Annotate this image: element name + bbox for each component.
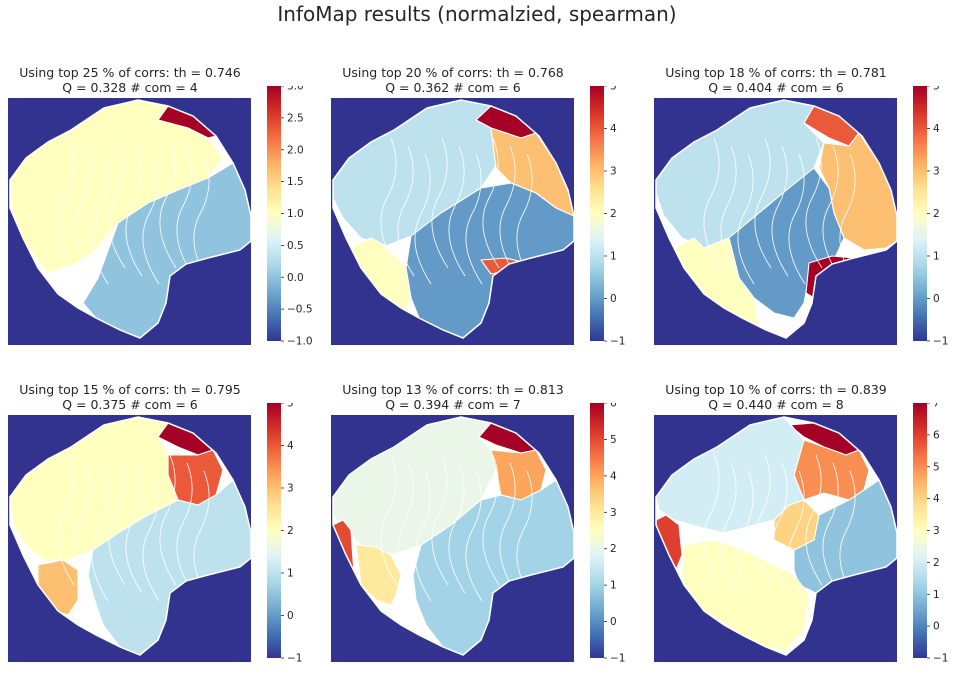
panel-title-line1: Using top 25 % of corrs: th = 0.746 — [19, 65, 241, 80]
panel-title-line1: Using top 18 % of corrs: th = 0.781 — [665, 65, 887, 80]
panel-title: Using top 25 % of corrs: th = 0.746 Q = 0… — [8, 65, 252, 95]
heatmap-panel: 5 4 3 2 1 0 −1 — [331, 86, 625, 348]
panel-title-line2: Q = 0.328 # com = 4 — [62, 80, 198, 95]
parcel-boundaries — [703, 454, 857, 602]
colorbar-tick-label: −1 — [933, 336, 948, 348]
panel-title-line2: Q = 0.362 # com = 6 — [385, 80, 521, 95]
brain-outline — [9, 99, 252, 339]
colorbar-tick-label: 4 — [287, 440, 294, 452]
colorbar-tick-label: 0 — [610, 293, 617, 305]
brain-outline — [9, 416, 252, 656]
heatmap-panel: 5 4 3 2 1 0 −1 — [8, 403, 302, 665]
heatmap-panel: 6 5 4 3 2 1 0 −1 — [331, 403, 625, 665]
colorbar-tick-label: 7 — [933, 403, 940, 410]
parcel-boundaries — [380, 137, 534, 285]
colorbar-tick-label: 2 — [610, 543, 617, 555]
heatmap-panel: 5 4 3 2 1 0 −1 — [654, 86, 948, 348]
colorbar-tick-label: 6 — [610, 403, 617, 410]
colorbar — [913, 86, 927, 341]
colorbar-tick-label: 1 — [610, 580, 617, 592]
colorbar-tick-label: 1.0 — [287, 208, 304, 220]
colorbar-tick-label: −1 — [610, 336, 625, 348]
colorbar-tick-label: 5 — [933, 86, 940, 93]
colorbar-tick-label: 4 — [610, 123, 617, 135]
panel-title-line1: Using top 10 % of corrs: th = 0.839 — [665, 382, 887, 397]
colorbar-tick-label: 3 — [933, 166, 940, 178]
colorbar-tick-label: 4 — [610, 470, 617, 482]
panel-title-line1: Using top 20 % of corrs: th = 0.768 — [342, 65, 564, 80]
colorbar-tick-label: 3 — [610, 507, 617, 519]
colorbar — [913, 403, 927, 658]
colorbar-tick-label: 3 — [933, 525, 940, 537]
colorbar-tick-label: −1 — [610, 653, 625, 665]
parcel-boundaries — [57, 137, 211, 285]
colorbar-tick-label: 2 — [287, 525, 294, 537]
colorbar-tick-label: 1 — [287, 568, 294, 580]
colorbar-tick-label: 3 — [610, 166, 617, 178]
brain-outline — [332, 99, 575, 339]
panel-title-line1: Using top 13 % of corrs: th = 0.813 — [342, 382, 564, 397]
colorbar-tick-label: −0.5 — [287, 304, 313, 316]
colorbar-tick-label: 0.5 — [287, 240, 304, 252]
colorbar-tick-label: 1.5 — [287, 176, 304, 188]
colorbar-tick-label: 1 — [933, 589, 940, 601]
colorbar-tick-label: 5 — [933, 461, 940, 473]
colorbar-tick-label: 2.5 — [287, 112, 304, 124]
colorbar-tick-label: 2 — [933, 208, 940, 220]
colorbar-tick-label: 1 — [610, 251, 617, 263]
panel-title-line2: Q = 0.404 # com = 6 — [708, 80, 844, 95]
colorbar-tick-label: 5 — [610, 86, 617, 93]
colorbar-tick-label: 0 — [287, 610, 294, 622]
colorbar-tick-label: 2.0 — [287, 144, 304, 156]
colorbar-tick-label: 2 — [933, 557, 940, 569]
colorbar — [267, 403, 281, 658]
panel-title: Using top 10 % of corrs: th = 0.839 Q = 0… — [654, 382, 898, 412]
colorbar-tick-label: 5 — [287, 403, 294, 410]
colorbar — [590, 86, 604, 341]
parcel-boundaries — [380, 454, 534, 602]
colorbar-tick-label: 3.0 — [287, 86, 304, 93]
heatmap-panel: 3.0 2.5 2.0 1.5 1.0 0.5 0.0 −0.5 −1.0 — [8, 86, 313, 348]
heatmap-panel: 7 6 5 4 3 2 1 0 −1 — [654, 403, 948, 665]
colorbar-tick-label: 1 — [933, 251, 940, 263]
colorbar-tick-label: 0 — [933, 621, 940, 633]
colorbar-tick-label: 4 — [933, 493, 940, 505]
panel-title: Using top 15 % of corrs: th = 0.795 Q = 0… — [8, 382, 252, 412]
colorbar-tick-label: −1 — [287, 653, 302, 665]
panel-title-line2: Q = 0.394 # com = 7 — [385, 397, 521, 412]
panel-title-line1: Using top 15 % of corrs: th = 0.795 — [19, 382, 241, 397]
brain-outline — [655, 416, 898, 656]
colorbar-tick-label: 4 — [933, 123, 940, 135]
brain-outline — [332, 416, 575, 656]
figure-suptitle: InfoMap results (normalzied, spearman) — [277, 2, 677, 26]
panel-title: Using top 18 % of corrs: th = 0.781 Q = 0… — [654, 65, 898, 95]
community-3 — [355, 544, 402, 606]
colorbar-tick-label: 5 — [610, 434, 617, 446]
colorbar-tick-label: 2 — [610, 208, 617, 220]
colorbar — [590, 403, 604, 658]
colorbar-tick-label: 0 — [610, 616, 617, 628]
colorbar-tick-label: 3 — [287, 483, 294, 495]
colorbar-tick-label: 0 — [933, 293, 940, 305]
panel-title-line2: Q = 0.375 # com = 6 — [62, 397, 198, 412]
parcel-boundaries — [57, 454, 211, 602]
panel-title-line2: Q = 0.440 # com = 8 — [708, 397, 844, 412]
brain-outline — [655, 99, 898, 339]
panel-title: Using top 20 % of corrs: th = 0.768 Q = 0… — [331, 65, 575, 95]
colorbar-tick-label: −1 — [933, 653, 948, 665]
colorbar-tick-label: −1.0 — [287, 336, 313, 348]
colorbar — [267, 86, 281, 341]
parcel-boundaries — [703, 137, 857, 285]
colorbar-tick-label: 0.0 — [287, 272, 304, 284]
colorbar-tick-label: 6 — [933, 429, 940, 441]
panel-title: Using top 13 % of corrs: th = 0.813 Q = 0… — [331, 382, 575, 412]
